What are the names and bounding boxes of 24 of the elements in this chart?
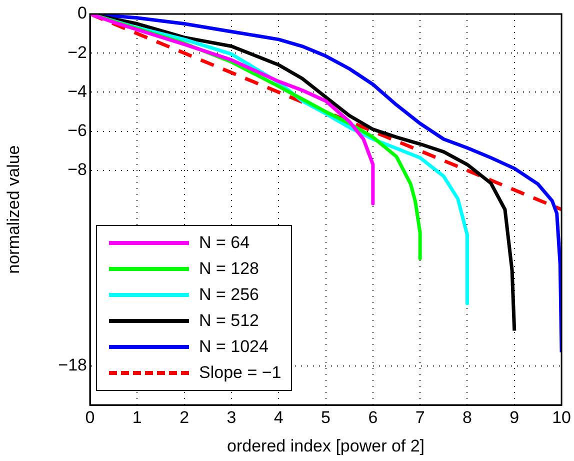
y-tick-label: −8	[68, 160, 87, 180]
legend-label: Slope = −1	[199, 363, 282, 383]
x-tick-label: 8	[462, 408, 472, 427]
x-axis-title: ordered index [power of 2]	[227, 436, 425, 456]
x-tick-label: 3	[226, 408, 236, 427]
legend-label: N = 256	[199, 285, 260, 305]
legend-label: N = 64	[199, 233, 250, 253]
x-tick-label: 9	[510, 408, 520, 427]
x-tick-label: 10	[552, 408, 572, 427]
legend-label: N = 1024	[199, 337, 268, 357]
x-tick-label: 4	[274, 408, 284, 427]
x-tick-label: 2	[180, 408, 190, 427]
y-tick-label: −4	[68, 82, 87, 101]
y-tick-label: −6	[68, 120, 87, 140]
legend-label: N = 128	[199, 259, 260, 279]
y-tick-label: −2	[68, 42, 87, 62]
y-tick-label: 0	[78, 4, 87, 23]
legend-label: N = 512	[199, 311, 260, 331]
x-tick-label: 1	[132, 408, 142, 427]
x-tick-label: 6	[368, 408, 378, 427]
x-tick-label: 5	[321, 408, 331, 427]
x-tick-label: 7	[415, 408, 425, 427]
y-axis-title: normalized value	[4, 145, 23, 274]
y-tick-label: −18	[58, 356, 87, 375]
